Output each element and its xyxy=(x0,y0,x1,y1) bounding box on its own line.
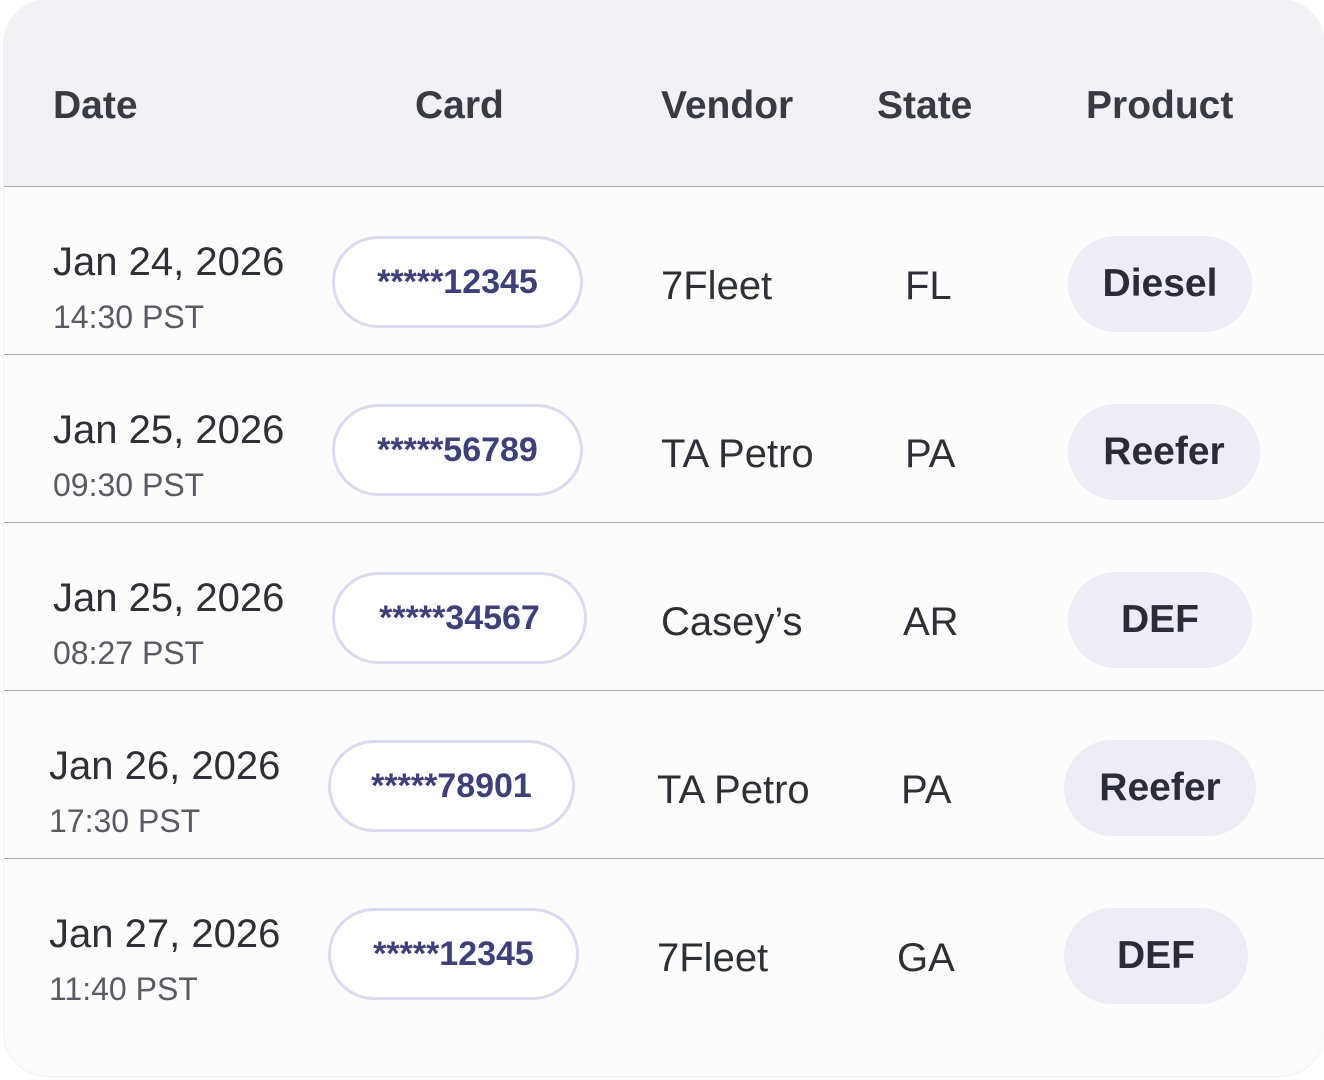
table-row[interactable]: Jan 25, 2026 09:30 PST *****56789 TA Pet… xyxy=(4,355,1324,523)
state-code: FL xyxy=(905,264,952,308)
state-code: PA xyxy=(905,432,956,476)
row-time: 14:30 PST xyxy=(53,299,205,335)
card-number-pill[interactable]: *****12345 xyxy=(332,236,583,328)
transactions-table: Date Card Vendor State Product Jan 24, 2… xyxy=(4,0,1324,1076)
table-header: Date Card Vendor State Product xyxy=(4,0,1324,187)
table-row[interactable]: Jan 24, 2026 14:30 PST *****12345 7Fleet… xyxy=(4,187,1324,355)
row-date: Jan 24, 2026 xyxy=(53,240,285,284)
row-date: Jan 25, 2026 xyxy=(53,576,285,620)
table-row[interactable]: Jan 26, 2026 17:30 PST *****78901 TA Pet… xyxy=(4,691,1324,859)
row-time: 17:30 PST xyxy=(49,803,201,839)
column-header-date[interactable]: Date xyxy=(53,84,138,127)
row-date: Jan 26, 2026 xyxy=(49,744,281,788)
vendor-name: TA Petro xyxy=(661,432,814,476)
vendor-name: TA Petro xyxy=(657,768,810,812)
vendor-name: Casey’s xyxy=(661,600,803,644)
state-code: PA xyxy=(901,768,952,812)
card-number-pill[interactable]: *****56789 xyxy=(332,404,583,496)
product-badge: DEF xyxy=(1068,572,1252,668)
vendor-name: 7Fleet xyxy=(661,264,773,308)
product-badge: Reefer xyxy=(1068,404,1260,500)
column-header-vendor[interactable]: Vendor xyxy=(661,84,794,127)
row-time: 08:27 PST xyxy=(53,635,205,671)
column-header-state[interactable]: State xyxy=(877,84,973,127)
row-date: Jan 25, 2026 xyxy=(53,408,285,452)
card-number-pill[interactable]: *****34567 xyxy=(332,572,587,664)
row-time: 09:30 PST xyxy=(53,467,205,503)
card-number-pill[interactable]: *****12345 xyxy=(328,908,579,1000)
product-badge: Reefer xyxy=(1064,740,1256,836)
card-number-pill[interactable]: *****78901 xyxy=(328,740,575,832)
state-code: GA xyxy=(897,936,955,980)
state-code: AR xyxy=(903,600,959,644)
product-badge: DEF xyxy=(1064,908,1248,1004)
row-time: 11:40 PST xyxy=(49,971,198,1007)
column-header-product[interactable]: Product xyxy=(1086,84,1234,127)
column-header-card[interactable]: Card xyxy=(415,84,504,127)
product-badge: Diesel xyxy=(1068,236,1252,332)
vendor-name: 7Fleet xyxy=(657,936,769,980)
table-row[interactable]: Jan 25, 2026 08:27 PST *****34567 Casey’… xyxy=(4,523,1324,691)
row-date: Jan 27, 2026 xyxy=(49,912,281,956)
table-row[interactable]: Jan 27, 2026 11:40 PST *****12345 7Fleet… xyxy=(4,859,1324,1027)
